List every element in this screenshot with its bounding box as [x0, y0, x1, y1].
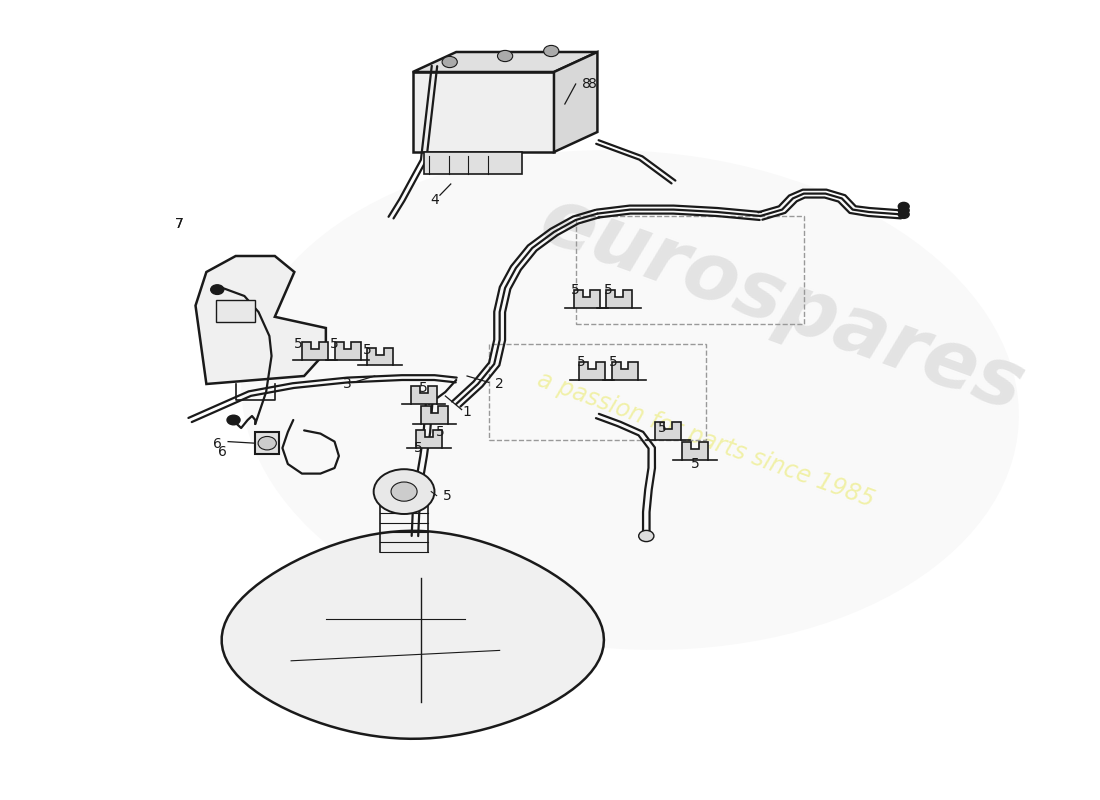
Polygon shape	[367, 347, 393, 365]
Text: 6: 6	[218, 445, 227, 459]
Polygon shape	[410, 386, 437, 403]
Text: 5: 5	[571, 282, 580, 297]
Text: 5: 5	[576, 354, 585, 369]
Text: 4: 4	[430, 193, 439, 207]
Polygon shape	[217, 300, 255, 322]
Text: 5: 5	[330, 337, 339, 351]
Polygon shape	[412, 52, 597, 72]
Polygon shape	[554, 52, 597, 152]
Circle shape	[390, 482, 417, 501]
Circle shape	[442, 56, 458, 68]
Text: 6: 6	[212, 437, 222, 451]
Text: eurospares: eurospares	[529, 180, 1035, 428]
Polygon shape	[654, 422, 681, 439]
Text: 5: 5	[419, 381, 428, 395]
Text: a passion for parts since 1985: a passion for parts since 1985	[535, 368, 878, 512]
Text: 1: 1	[463, 405, 472, 419]
Bar	[488, 344, 706, 440]
Text: 5: 5	[414, 441, 422, 455]
Polygon shape	[573, 290, 600, 307]
Circle shape	[899, 202, 910, 210]
Text: 7: 7	[175, 217, 184, 231]
Polygon shape	[579, 362, 605, 379]
Polygon shape	[302, 342, 328, 359]
Polygon shape	[421, 406, 448, 423]
Ellipse shape	[241, 150, 1019, 650]
Text: 5: 5	[604, 282, 613, 297]
Text: 5: 5	[363, 342, 372, 357]
Text: 5: 5	[658, 421, 667, 435]
Circle shape	[227, 415, 240, 425]
Text: 5: 5	[691, 457, 700, 471]
Text: 5: 5	[436, 425, 444, 439]
Polygon shape	[606, 290, 632, 307]
Bar	[575, 216, 804, 324]
Circle shape	[374, 469, 434, 514]
Polygon shape	[412, 72, 554, 152]
Text: 5: 5	[443, 489, 452, 502]
Circle shape	[639, 530, 653, 542]
Text: 2: 2	[495, 377, 504, 391]
Text: 3: 3	[343, 377, 352, 391]
Text: 5: 5	[295, 337, 304, 351]
Circle shape	[211, 285, 223, 294]
Text: 5: 5	[609, 354, 618, 369]
Circle shape	[543, 46, 559, 57]
Text: 8: 8	[587, 77, 596, 91]
Text: 7: 7	[175, 217, 184, 231]
Polygon shape	[612, 362, 638, 379]
Circle shape	[258, 437, 276, 450]
Circle shape	[899, 210, 910, 218]
Circle shape	[899, 206, 910, 214]
FancyBboxPatch shape	[424, 152, 522, 174]
Polygon shape	[682, 442, 708, 459]
Circle shape	[497, 50, 513, 62]
Polygon shape	[334, 342, 361, 359]
Text: 8: 8	[582, 77, 591, 91]
FancyBboxPatch shape	[255, 432, 279, 454]
Polygon shape	[416, 430, 442, 447]
Polygon shape	[222, 531, 604, 738]
Polygon shape	[196, 256, 326, 384]
